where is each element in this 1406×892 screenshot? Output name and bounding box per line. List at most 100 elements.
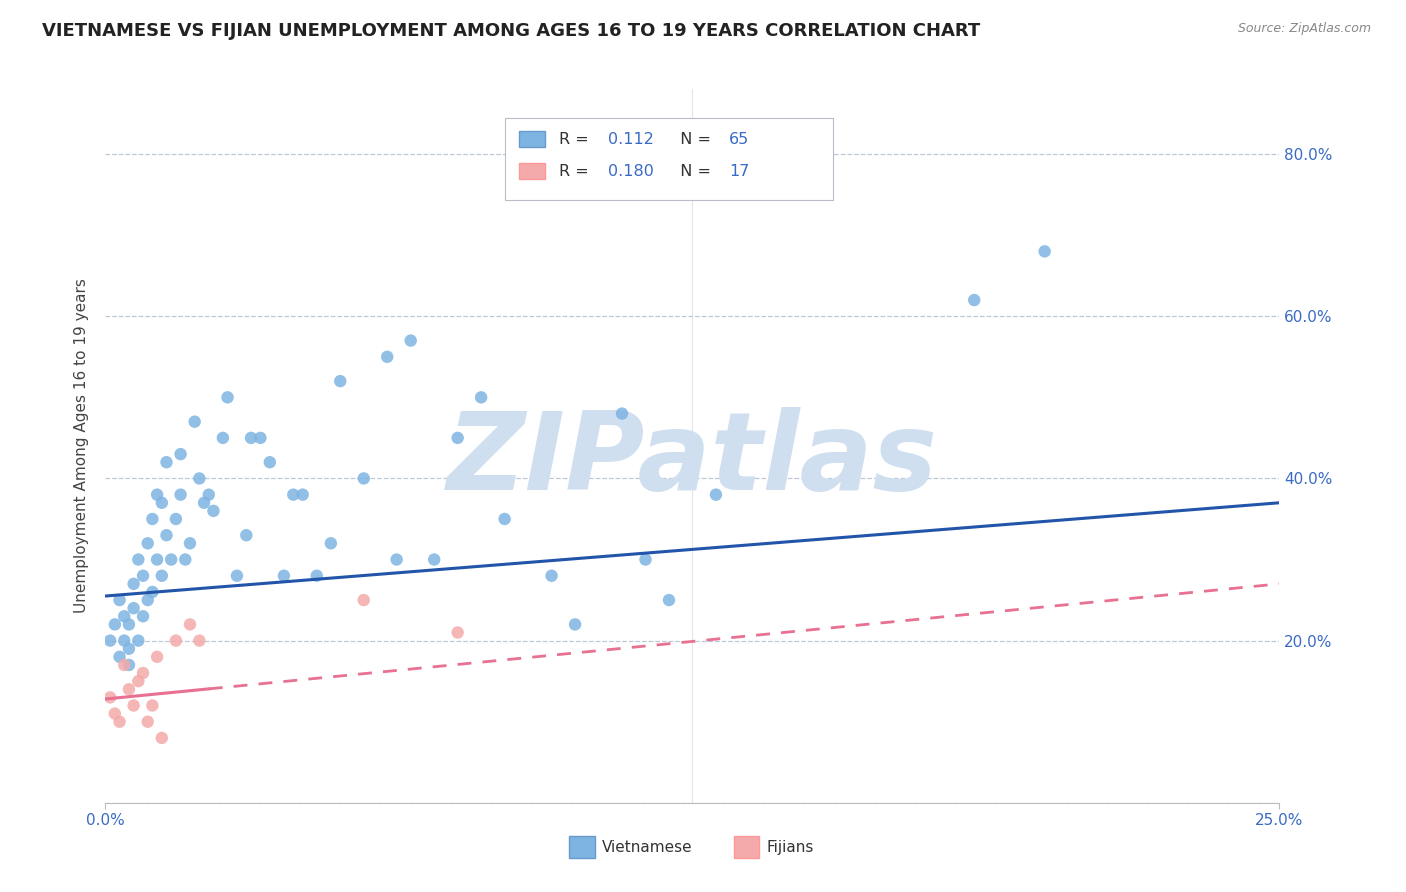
Point xyxy=(235,528,257,542)
Point xyxy=(470,390,492,404)
Point xyxy=(108,649,131,664)
Point xyxy=(202,504,225,518)
Point xyxy=(385,552,408,566)
Point xyxy=(174,552,197,566)
Point xyxy=(494,512,516,526)
Point xyxy=(658,593,681,607)
Text: ZIPatlas: ZIPatlas xyxy=(447,408,938,513)
Point xyxy=(127,552,149,566)
Point xyxy=(132,609,155,624)
Point xyxy=(150,731,173,745)
Point xyxy=(329,374,352,388)
Point xyxy=(104,617,127,632)
Point xyxy=(283,488,305,502)
Point xyxy=(146,552,169,566)
Point xyxy=(160,552,183,566)
Text: 0.112: 0.112 xyxy=(607,132,654,146)
Point xyxy=(447,431,470,445)
Point xyxy=(136,536,159,550)
Point xyxy=(122,601,145,615)
Point xyxy=(540,568,562,582)
Point xyxy=(122,577,145,591)
Point xyxy=(136,593,159,607)
Point xyxy=(291,488,314,502)
Bar xyxy=(734,837,759,858)
Point xyxy=(141,698,163,713)
Point xyxy=(132,666,155,681)
Point xyxy=(150,568,173,582)
Point xyxy=(353,471,375,485)
Text: Vietnamese: Vietnamese xyxy=(602,839,693,855)
Point xyxy=(399,334,422,348)
Point xyxy=(963,293,986,307)
Point xyxy=(136,714,159,729)
Point xyxy=(165,633,187,648)
Point xyxy=(118,657,141,672)
Point xyxy=(118,641,141,656)
Text: Fijians: Fijians xyxy=(766,839,814,855)
Point xyxy=(108,593,131,607)
Point xyxy=(319,536,342,550)
Point xyxy=(375,350,398,364)
Point xyxy=(1033,244,1056,259)
Text: R =: R = xyxy=(558,132,599,146)
Text: 17: 17 xyxy=(728,164,749,178)
Point xyxy=(165,512,187,526)
Point xyxy=(273,568,295,582)
Point xyxy=(423,552,446,566)
Point xyxy=(169,488,191,502)
Point xyxy=(353,593,375,607)
Point xyxy=(127,674,149,689)
Point xyxy=(226,568,249,582)
Point xyxy=(127,633,149,648)
Point xyxy=(98,633,121,648)
Point xyxy=(141,512,163,526)
Point xyxy=(146,649,169,664)
Point xyxy=(183,415,205,429)
Bar xyxy=(519,131,544,147)
Point xyxy=(564,617,586,632)
Point xyxy=(169,447,191,461)
Point xyxy=(132,568,155,582)
Point xyxy=(112,657,135,672)
Point xyxy=(188,633,211,648)
Point xyxy=(240,431,263,445)
Point xyxy=(305,568,328,582)
Point xyxy=(155,528,177,542)
Text: N =: N = xyxy=(671,164,716,178)
Point xyxy=(179,536,201,550)
FancyBboxPatch shape xyxy=(505,118,834,200)
Text: R =: R = xyxy=(558,164,599,178)
Point xyxy=(193,496,215,510)
Point xyxy=(118,617,141,632)
Text: VIETNAMESE VS FIJIAN UNEMPLOYMENT AMONG AGES 16 TO 19 YEARS CORRELATION CHART: VIETNAMESE VS FIJIAN UNEMPLOYMENT AMONG … xyxy=(42,22,980,40)
Text: 0.180: 0.180 xyxy=(607,164,654,178)
Point xyxy=(447,625,470,640)
Point xyxy=(112,633,135,648)
Point xyxy=(634,552,657,566)
Point xyxy=(150,496,173,510)
Point xyxy=(211,431,233,445)
Point xyxy=(249,431,271,445)
Point xyxy=(122,698,145,713)
Point xyxy=(118,682,141,697)
Bar xyxy=(569,837,595,858)
Point xyxy=(104,706,127,721)
Point xyxy=(146,488,169,502)
Point xyxy=(141,585,163,599)
Point xyxy=(98,690,121,705)
Y-axis label: Unemployment Among Ages 16 to 19 years: Unemployment Among Ages 16 to 19 years xyxy=(75,278,90,614)
Point xyxy=(217,390,239,404)
Text: N =: N = xyxy=(671,132,716,146)
Point xyxy=(259,455,281,469)
Text: Source: ZipAtlas.com: Source: ZipAtlas.com xyxy=(1237,22,1371,36)
Point xyxy=(197,488,219,502)
Bar xyxy=(519,163,544,179)
Point xyxy=(155,455,177,469)
Point xyxy=(179,617,201,632)
Point xyxy=(188,471,211,485)
Point xyxy=(610,407,633,421)
Point xyxy=(112,609,135,624)
Text: 65: 65 xyxy=(728,132,749,146)
Point xyxy=(108,714,131,729)
